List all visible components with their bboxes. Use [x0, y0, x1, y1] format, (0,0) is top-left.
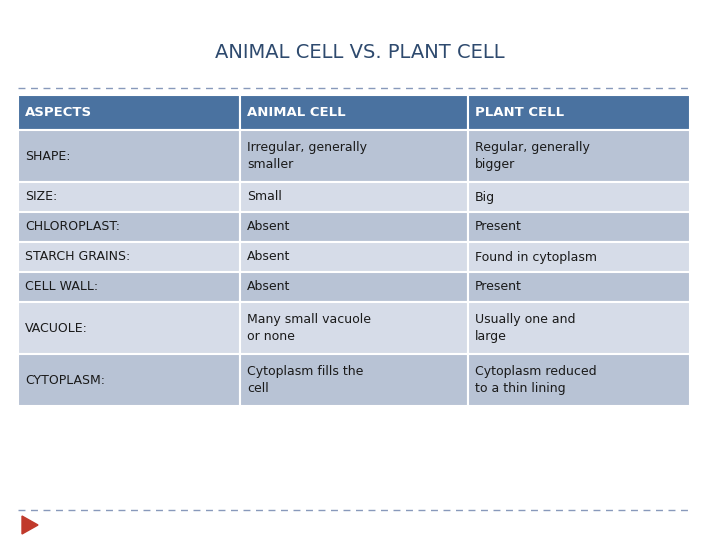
Bar [240, 130, 468, 182]
Text: Cytoplasm reduced
to a thin lining: Cytoplasm reduced to a thin lining [475, 365, 597, 395]
Text: Small: Small [247, 191, 282, 204]
Polygon shape [22, 516, 38, 534]
Text: SHAPE:: SHAPE: [25, 150, 71, 163]
Bar [240, 182, 468, 212]
Bar [240, 302, 468, 354]
Bar [18, 95, 240, 130]
Text: STARCH GRAINS:: STARCH GRAINS: [25, 251, 130, 264]
Bar [468, 272, 690, 302]
Text: Present: Present [475, 220, 522, 233]
Text: Absent: Absent [247, 251, 290, 264]
Bar [468, 242, 690, 272]
Bar [18, 242, 240, 272]
Text: Present: Present [475, 280, 522, 294]
Text: VACUOLE:: VACUOLE: [25, 321, 88, 334]
Text: Absent: Absent [247, 220, 290, 233]
Bar [240, 354, 468, 406]
Bar [18, 302, 240, 354]
Bar [18, 130, 240, 182]
Bar [18, 272, 240, 302]
Bar [240, 272, 468, 302]
Bar [240, 95, 468, 130]
Text: PLANT CELL: PLANT CELL [475, 106, 564, 119]
Bar [468, 130, 690, 182]
Text: Found in cytoplasm: Found in cytoplasm [475, 251, 597, 264]
Bar [468, 212, 690, 242]
Text: ANIMAL CELL VS. PLANT CELL: ANIMAL CELL VS. PLANT CELL [215, 43, 505, 62]
Text: ANIMAL CELL: ANIMAL CELL [247, 106, 346, 119]
Text: Irregular, generally
smaller: Irregular, generally smaller [247, 141, 367, 171]
Bar [468, 95, 690, 130]
Text: Usually one and
large: Usually one and large [475, 313, 575, 343]
Text: Regular, generally
bigger: Regular, generally bigger [475, 141, 590, 171]
Bar [18, 182, 240, 212]
Text: CYTOPLASM:: CYTOPLASM: [25, 374, 105, 387]
Text: Cytoplasm fills the
cell: Cytoplasm fills the cell [247, 365, 364, 395]
Bar [18, 354, 240, 406]
Text: ASPECTS: ASPECTS [25, 106, 92, 119]
Text: Many small vacuole
or none: Many small vacuole or none [247, 313, 371, 343]
Bar [240, 212, 468, 242]
Text: CHLOROPLAST:: CHLOROPLAST: [25, 220, 120, 233]
Text: Big: Big [475, 191, 495, 204]
Text: Absent: Absent [247, 280, 290, 294]
Text: CELL WALL:: CELL WALL: [25, 280, 98, 294]
Bar [240, 242, 468, 272]
Text: SIZE:: SIZE: [25, 191, 58, 204]
Bar [468, 354, 690, 406]
Bar [468, 182, 690, 212]
Bar [18, 212, 240, 242]
Bar [468, 302, 690, 354]
